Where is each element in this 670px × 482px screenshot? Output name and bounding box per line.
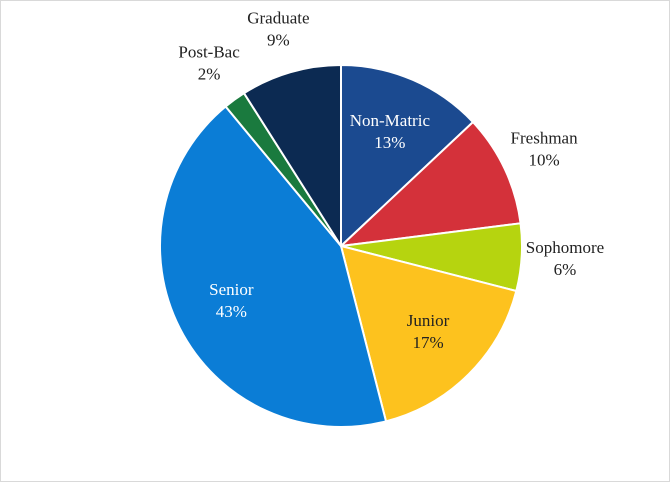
slice-category-label: Graduate <box>247 8 309 27</box>
slice-category-label: Non-Matric <box>350 111 431 130</box>
slice-value-label: 43% <box>216 302 247 321</box>
pie-slice <box>339 244 518 423</box>
slice-value-label: 6% <box>554 260 577 279</box>
pie-slice <box>242 63 342 250</box>
slice-category-label: Junior <box>407 311 450 330</box>
slice-category-label: Post-Bac <box>178 42 240 61</box>
pie-slice <box>159 105 388 428</box>
slice-category-label: Freshman <box>511 128 579 147</box>
slice-value-label: 10% <box>528 150 559 169</box>
slice-category-label: Sophomore <box>526 238 604 257</box>
slice-value-label: 17% <box>412 333 443 352</box>
pie-slice <box>338 120 522 248</box>
slice-value-label: 13% <box>374 133 405 152</box>
slice-value-label: 9% <box>267 30 290 49</box>
slice-value-label: 2% <box>198 64 221 83</box>
pie-slice <box>340 63 475 249</box>
slice-category-label: Senior <box>209 280 254 299</box>
